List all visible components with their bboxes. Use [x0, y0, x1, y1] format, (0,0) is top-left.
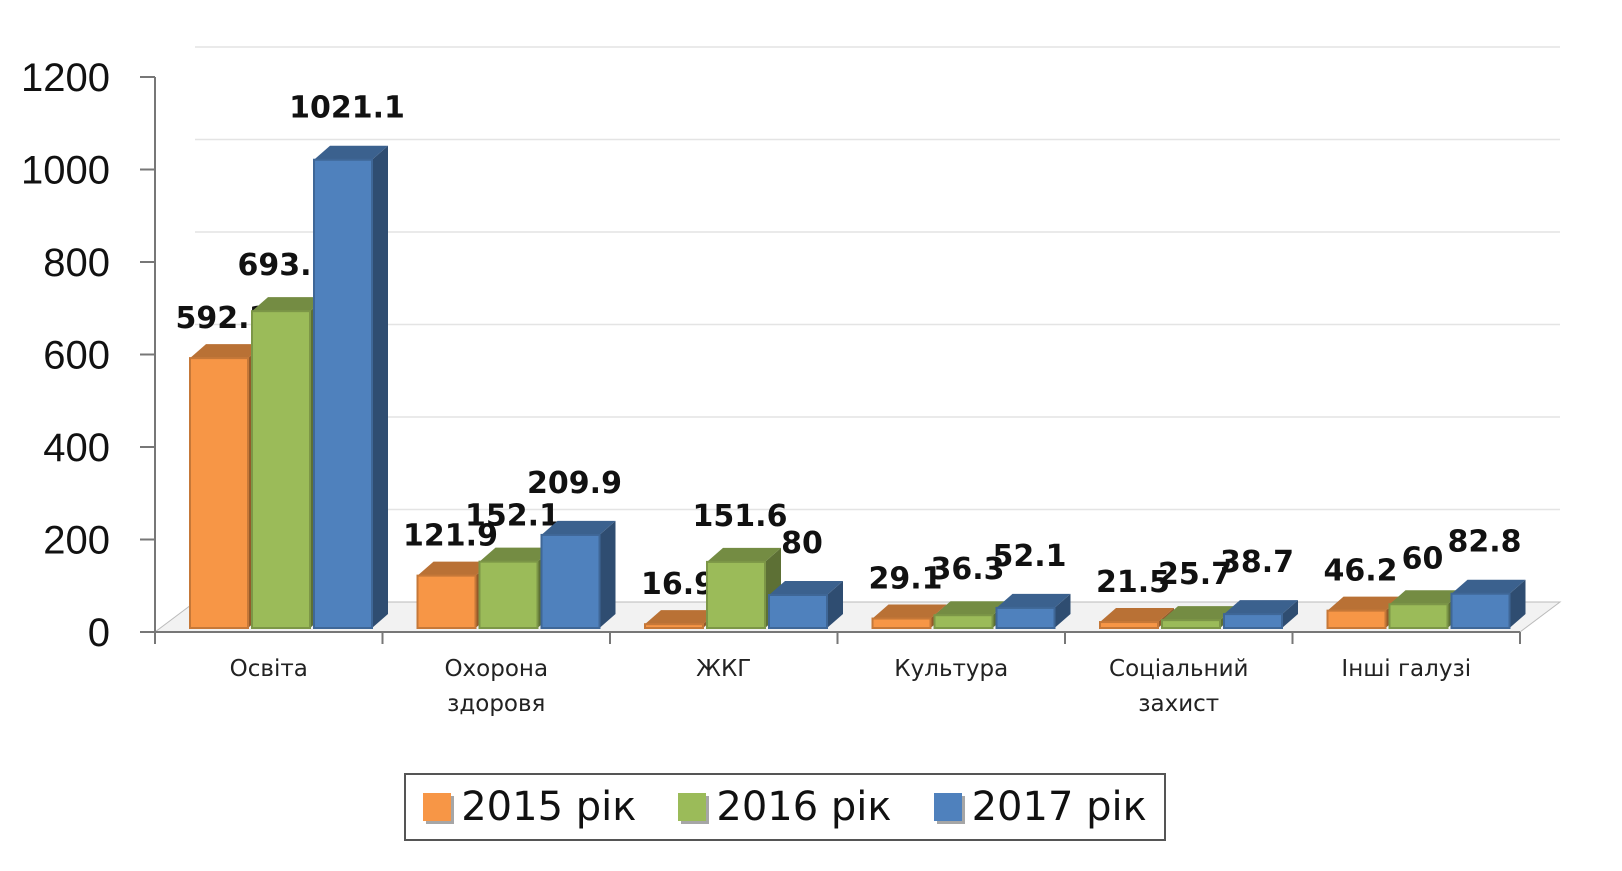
y-tick-label: 400 [43, 426, 110, 470]
bar-front [251, 310, 311, 629]
bar-top [417, 561, 492, 576]
bar-side [827, 581, 843, 628]
data-label: 209.9 [527, 466, 622, 501]
bar [540, 520, 616, 630]
bar-front [1099, 621, 1159, 630]
bar [1223, 600, 1298, 630]
x-tick-label: Охорона здоровя [444, 656, 549, 717]
data-label: 152.1 [465, 499, 560, 534]
bar-top [645, 610, 719, 625]
legend-label: 2017 рік [971, 784, 1147, 830]
legend: 2015 рік 2016 рік 2017 рік [404, 773, 1166, 841]
bar-top [707, 547, 781, 562]
bar-side [1054, 593, 1071, 628]
bar-top [1224, 600, 1298, 615]
bar-front [995, 606, 1056, 629]
data-label: 60 [1402, 541, 1444, 576]
legend-item: 2017 рік [933, 784, 1147, 830]
data-label: 16.9 [641, 567, 715, 602]
legend-label: 2016 рік [716, 784, 892, 830]
bar-top [1451, 579, 1526, 594]
y-tick-label: 200 [43, 519, 110, 563]
bar-side [372, 145, 388, 628]
data-label: 21.5 [1096, 565, 1170, 600]
bar-top [934, 601, 1009, 616]
bar-front [1388, 603, 1449, 629]
x-tick-label: Культура [894, 656, 1009, 682]
bar-front [1161, 619, 1221, 630]
bar-front [871, 617, 932, 630]
data-label: 25.7 [1158, 557, 1232, 592]
bar-front [768, 594, 828, 629]
x-tick-label: Інші галузі [1341, 656, 1472, 682]
bar-top [252, 297, 326, 312]
data-label: 29.1 [868, 562, 942, 597]
legend-swatch [933, 793, 962, 821]
bar-top [1389, 590, 1464, 605]
bar-front [416, 574, 477, 630]
data-label: 38.7 [1220, 545, 1294, 580]
y-tick-label: 600 [43, 334, 110, 378]
bar-top [1162, 606, 1236, 621]
bar-top [190, 344, 264, 359]
bar-top [479, 547, 554, 562]
y-tick-label: 800 [43, 241, 110, 285]
bar-front [706, 560, 766, 630]
bar-front [313, 158, 373, 630]
bar-front [1450, 592, 1511, 630]
bar-front [1326, 609, 1387, 630]
bar-side [1282, 600, 1298, 628]
bar-top [1327, 596, 1402, 611]
x-tick-label: Освіта [229, 656, 308, 682]
data-label: 36.3 [930, 552, 1004, 587]
bar-front [1223, 613, 1283, 630]
bar-top [541, 520, 616, 535]
legend-item: 2015 рік [423, 784, 636, 830]
legend-swatch [678, 793, 707, 821]
bar [313, 145, 388, 630]
legend-label: 2015 рік [461, 784, 637, 830]
bar-top [996, 593, 1071, 608]
bar-top [1100, 608, 1174, 623]
data-label: 46.2 [1323, 554, 1397, 589]
data-label: 52.1 [992, 539, 1066, 574]
bar-front [189, 357, 249, 629]
bar-front [540, 533, 601, 630]
data-label: 151.6 [693, 499, 788, 534]
bar-top [769, 581, 843, 595]
y-tick-label: 1200 [21, 56, 110, 100]
data-label: 82.8 [1447, 525, 1521, 560]
bar [768, 581, 843, 629]
legend-item: 2016 рік [678, 784, 892, 830]
data-label: 1021.1 [289, 91, 405, 126]
bar-front [644, 623, 704, 630]
x-tick-label: Соціальний захист [1109, 656, 1249, 717]
bar-side [1509, 579, 1526, 628]
bar-top [872, 604, 947, 619]
bar [995, 593, 1071, 629]
legend-swatch [423, 793, 452, 821]
bar-front [933, 614, 994, 629]
bar-top [314, 145, 388, 160]
bar [1450, 579, 1526, 630]
data-label: 121.9 [403, 519, 498, 554]
y-tick-label: 1000 [21, 149, 110, 193]
bar-front [478, 560, 539, 629]
y-tick-label: 0 [88, 611, 110, 655]
data-label: 80 [781, 526, 823, 561]
x-tick-label: ЖКГ [696, 656, 752, 682]
bar-side [599, 520, 616, 628]
